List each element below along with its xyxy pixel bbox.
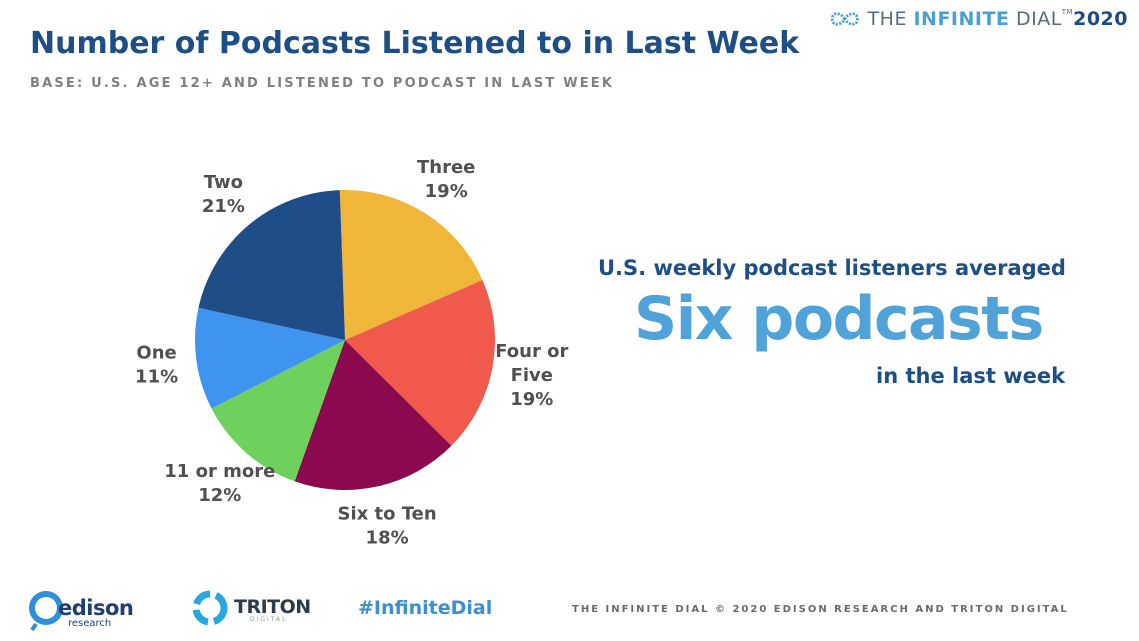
pie-label-1: Four or Five 19% [495, 341, 568, 410]
pie-value-label: 18% [366, 527, 409, 548]
page-title: Number of Podcasts Listened to in Last W… [30, 26, 800, 61]
brand-text: THE INFINITE DIALTM2020 [868, 8, 1128, 30]
pie-category-label: Four or [495, 341, 568, 362]
triton-wordmark: TRITON [234, 596, 311, 618]
pie-labels: Three 19% Four or Five 19% Six to Ten 18% 11 or… [135, 157, 568, 548]
callout-bottom-text: in the last week [876, 364, 1066, 388]
brand-dial: DIAL [1009, 8, 1062, 30]
infinity-logo-icon [830, 12, 859, 26]
callout-top-text: U.S. weekly podcast listeners averaged [598, 256, 1066, 280]
pie-value-label: 21% [202, 196, 245, 217]
edison-research-logo: edison research [28, 586, 148, 632]
pie-category-label: Three [417, 157, 475, 178]
infinite-dial-brand: THE INFINITE DIALTM2020 [828, 6, 1128, 32]
pie-value-label: 11% [135, 367, 178, 388]
pie-category-label: Five [511, 365, 553, 386]
brand-the: THE [867, 8, 914, 30]
callout-highlight-text: Six podcasts [634, 284, 1044, 354]
pie-slice-3 [211, 340, 345, 482]
pie-value-label: 12% [198, 485, 241, 506]
pie-label-5: Two 21% [202, 172, 245, 217]
pie-category-label: 11 or more [164, 461, 275, 482]
pie-category-label: One [136, 343, 176, 364]
pie-value-label: 19% [425, 181, 468, 202]
pie-slices [195, 189, 495, 491]
triton-digital-logo: TRITON DIGITAL [190, 588, 320, 628]
edison-swirl-icon [29, 591, 63, 632]
page-subtitle: BASE: U.S. AGE 12+ AND LISTENED TO PODCA… [30, 76, 615, 91]
pie-category-label: Six to Ten [338, 503, 437, 524]
pie-slice-2 [294, 340, 452, 491]
pie-slice-1 [345, 279, 495, 446]
pie-chart: Three 19% Four or Five 19% Six to Ten 18% 11 or… [135, 157, 568, 548]
copyright-notice: THE INFINITE DIAL © 2020 EDISON RESEARCH… [572, 604, 1069, 615]
triton-subtitle: DIGITAL [250, 616, 288, 623]
pie-value-label: 19% [510, 389, 553, 410]
triton-ring-icon [192, 590, 228, 626]
hashtag-link[interactable]: #InfiniteDial [358, 597, 493, 619]
pie-label-2: Six to Ten 18% [338, 503, 437, 548]
edison-wordmark: edison [58, 596, 134, 620]
pie-category-label: Two [204, 172, 243, 193]
pie-slice-5 [198, 190, 345, 340]
edison-subtitle: research [68, 618, 112, 629]
pie-slice-0 [339, 189, 483, 340]
pie-slice-4 [195, 307, 345, 409]
pie-label-0: Three 19% [417, 157, 475, 202]
brand-infinite: INFINITE [913, 8, 1010, 30]
brand-trademark: TM [1061, 8, 1074, 16]
brand-year: 2020 [1073, 8, 1128, 30]
pie-label-3: 11 or more 12% [164, 461, 275, 506]
pie-label-4: One 11% [135, 343, 178, 388]
